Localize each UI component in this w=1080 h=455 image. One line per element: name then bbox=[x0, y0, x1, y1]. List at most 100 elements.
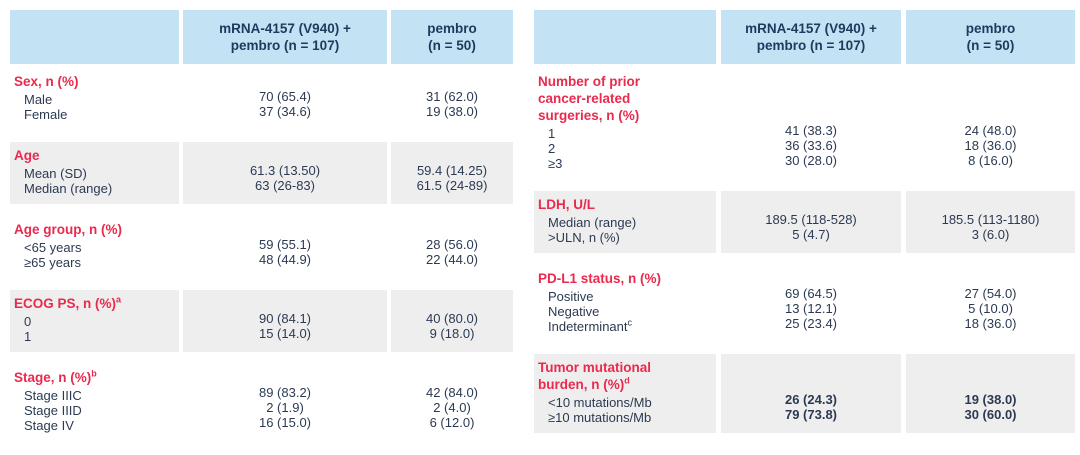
value: 70 (65.4) bbox=[258, 89, 312, 104]
table-section: PD-L1 status, n (%) Positive Negative Inde… bbox=[534, 265, 1075, 342]
value: 89 (83.2) bbox=[258, 385, 312, 400]
row-label-text: Stage IV bbox=[24, 418, 74, 433]
value: 24 (48.0) bbox=[964, 123, 1017, 138]
value-cell: 40 (80.0) 9 (18.0) bbox=[391, 290, 513, 352]
row-label-text: ≥65 years bbox=[24, 255, 81, 270]
footnote-marker: d bbox=[624, 375, 630, 386]
value-cell: 61.3 (13.50) 63 (26-83) bbox=[183, 142, 387, 204]
table-section: Number of prior cancer-related surgeries… bbox=[534, 68, 1075, 179]
value-cell: 69 (64.5) 13 (12.1) 25 (23.4) bbox=[721, 265, 901, 342]
value: 37 (34.6) bbox=[258, 104, 312, 119]
value: 9 (18.0) bbox=[429, 326, 475, 341]
row-label: Mean (SD) bbox=[14, 166, 175, 181]
section-label-cell: LDH, U/L Median (range) >ULN, n (%) bbox=[534, 191, 716, 253]
value: 19 (38.0) bbox=[964, 392, 1017, 407]
row-label-text: Female bbox=[24, 107, 68, 122]
row-label-text: Median (range) bbox=[548, 215, 637, 230]
section-label-cell: Age Mean (SD) Median (range) bbox=[10, 142, 179, 204]
section-label-cell: Stage, n (%)b Stage IIIC Stage IIID Stage … bbox=[10, 364, 179, 441]
value: 18 (36.0) bbox=[964, 138, 1017, 153]
value: 61.5 (24-89) bbox=[416, 178, 488, 193]
column-header: pembro (n = 50) bbox=[906, 10, 1075, 64]
table-section: Sex, n (%) Male Female 70 (65.4) 37 (34.6)… bbox=[10, 68, 513, 130]
row-label-text: 2 bbox=[548, 141, 556, 156]
section-title-text: ECOG PS, n (%) bbox=[14, 296, 117, 311]
section-title-text: Age group, n (%) bbox=[14, 222, 122, 237]
value: 63 (26-83) bbox=[255, 178, 315, 193]
value-cell: 59.4 (14.25) 61.5 (24-89) bbox=[391, 142, 513, 204]
value: 28 (56.0) bbox=[425, 237, 479, 252]
row-label: Stage IV bbox=[14, 418, 175, 433]
table-header-row: mRNA-4157 (V940) + pembro (n = 107) pembr… bbox=[534, 10, 1075, 64]
table-header-row: mRNA-4157 (V940) + pembro (n = 107) pembr… bbox=[10, 10, 513, 64]
row-label: Stage IIID bbox=[14, 403, 175, 418]
row-label-text: Positive bbox=[548, 289, 594, 304]
row-label: Female bbox=[14, 107, 175, 122]
value: 185.5 (113-1180) bbox=[941, 212, 1040, 227]
section-title: Tumor mutational burden, n (%)d bbox=[538, 359, 712, 393]
row-label: <10 mutations/Mb bbox=[538, 395, 712, 410]
section-title-text: Stage, n (%) bbox=[14, 370, 92, 385]
value: 59.4 (14.25) bbox=[416, 163, 488, 178]
value: 2 (1.9) bbox=[266, 400, 304, 415]
value-cell: 185.5 (113-1180) 3 (6.0) bbox=[906, 191, 1075, 253]
baseline-disease-characteristics-table: mRNA-4157 (V940) + pembro (n = 107) pembr… bbox=[534, 10, 1075, 433]
section-title: Number of prior cancer-related surgeries… bbox=[538, 73, 712, 124]
value-cell: 42 (84.0) 2 (4.0) 6 (12.0) bbox=[391, 364, 513, 441]
row-label: ≥3 bbox=[538, 156, 712, 171]
value: 36 (33.6) bbox=[784, 138, 838, 153]
value: 189.5 (118-528) bbox=[765, 212, 857, 227]
value: 3 (6.0) bbox=[971, 227, 1010, 242]
section-title: PD-L1 status, n (%) bbox=[538, 270, 712, 287]
value: 40 (80.0) bbox=[425, 311, 479, 326]
section-title: Sex, n (%) bbox=[14, 73, 175, 90]
section-label-cell: Tumor mutational burden, n (%)d <10 muta… bbox=[534, 354, 716, 433]
section-title-text: PD-L1 status, n (%) bbox=[538, 271, 662, 286]
row-label-text: 1 bbox=[548, 126, 556, 141]
row-label-text: Male bbox=[24, 92, 53, 107]
value-cell: 19 (38.0) 30 (60.0) bbox=[906, 354, 1075, 433]
section-title: Stage, n (%)b bbox=[14, 369, 175, 386]
value: 8 (16.0) bbox=[968, 153, 1013, 168]
value: 6 (12.0) bbox=[429, 415, 475, 430]
value: 16 (15.0) bbox=[258, 415, 312, 430]
value: 79 (73.8) bbox=[784, 407, 838, 422]
table-section: Age Mean (SD) Median (range) 61.3 (13.50)… bbox=[10, 142, 513, 204]
column-header: mRNA-4157 (V940) + pembro (n = 107) bbox=[721, 10, 901, 64]
row-label: Stage IIIC bbox=[14, 388, 175, 403]
value-cell: 90 (84.1) 15 (14.0) bbox=[183, 290, 387, 352]
row-label: 0 bbox=[14, 314, 175, 329]
section-title-text: LDH, U/L bbox=[538, 197, 595, 212]
row-label-text: ≥3 bbox=[548, 156, 563, 171]
row-label-text: ≥10 mutations/Mb bbox=[548, 410, 652, 425]
row-label-text: <10 mutations/Mb bbox=[548, 395, 652, 410]
value-cell: 89 (83.2) 2 (1.9) 16 (15.0) bbox=[183, 364, 387, 441]
baseline-demographics-table: mRNA-4157 (V940) + pembro (n = 107) pembr… bbox=[10, 10, 513, 441]
row-label-text: <65 years bbox=[24, 240, 82, 255]
value: 30 (28.0) bbox=[784, 153, 838, 168]
row-label-text: Stage IIIC bbox=[24, 388, 82, 403]
value: 27 (54.0) bbox=[964, 286, 1017, 301]
column-header bbox=[534, 10, 716, 64]
section-label-cell: Sex, n (%) Male Female bbox=[10, 68, 179, 130]
table-section: Stage, n (%)b Stage IIIC Stage IIID Stage … bbox=[10, 364, 513, 441]
value-cell: 31 (62.0) 19 (38.0) bbox=[391, 68, 513, 130]
value-cell: 27 (54.0) 5 (10.0) 18 (36.0) bbox=[906, 265, 1075, 342]
row-label-text: 0 bbox=[24, 314, 32, 329]
row-label-text: Median (range) bbox=[24, 181, 113, 196]
section-title: ECOG PS, n (%)a bbox=[14, 295, 175, 312]
row-label: Median (range) bbox=[14, 181, 175, 196]
column-header: pembro (n = 50) bbox=[391, 10, 513, 64]
value: 15 (14.0) bbox=[258, 326, 312, 341]
row-label: Median (range) bbox=[538, 215, 712, 230]
value-cell: 41 (38.3) 36 (33.6) 30 (28.0) bbox=[721, 68, 901, 179]
section-title: LDH, U/L bbox=[538, 196, 712, 213]
row-label: Male bbox=[14, 92, 175, 107]
value: 5 (4.7) bbox=[792, 227, 830, 242]
value: 31 (62.0) bbox=[425, 89, 479, 104]
value: 13 (12.1) bbox=[784, 301, 838, 316]
row-label-text: >ULN, n (%) bbox=[548, 230, 620, 245]
section-label-cell: Number of prior cancer-related surgeries… bbox=[534, 68, 716, 179]
value: 5 (10.0) bbox=[968, 301, 1013, 316]
